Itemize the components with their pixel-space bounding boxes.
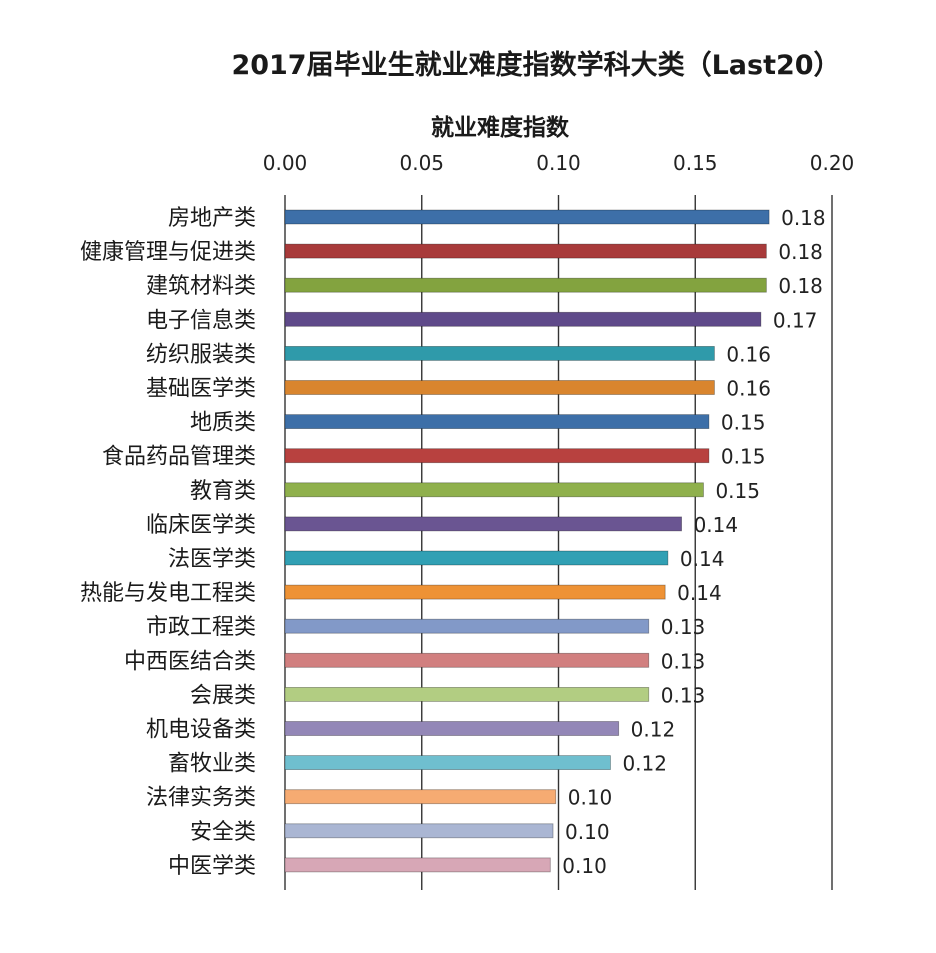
category-label: 地质类 xyxy=(190,411,256,436)
bar xyxy=(284,618,650,634)
category-label: 建筑材料类 xyxy=(146,274,256,299)
x-tick-label: 0.20 xyxy=(810,151,855,175)
bar xyxy=(284,755,611,770)
category-label: 热能与发电工程类 xyxy=(80,581,256,606)
category-label: 基础医学类 xyxy=(146,377,256,402)
value-label: 0.12 xyxy=(622,752,667,776)
value-label: 0.15 xyxy=(721,445,766,469)
value-label: 0.10 xyxy=(562,854,607,878)
value-label: 0.10 xyxy=(568,786,613,810)
category-label: 房地产类 xyxy=(168,206,256,231)
value-label: 0.16 xyxy=(726,377,771,401)
bar xyxy=(284,584,666,600)
bar xyxy=(284,516,682,532)
value-label: 0.14 xyxy=(680,547,725,571)
category-label: 机电设备类 xyxy=(146,718,256,743)
category-label: 畜牧业类 xyxy=(168,752,256,777)
category-label: 法医学类 xyxy=(168,547,256,572)
bar xyxy=(284,823,554,839)
x-axis-title: 就业难度指数 xyxy=(431,114,570,141)
value-label: 0.14 xyxy=(677,581,722,605)
category-label: 健康管理与促进类 xyxy=(80,240,256,265)
bar xyxy=(284,550,669,566)
bar xyxy=(284,380,715,395)
value-labels: 0.180.180.180.170.160.160.150.150.150.14… xyxy=(562,206,825,878)
category-label: 中医学类 xyxy=(168,854,256,879)
value-label: 0.17 xyxy=(773,308,818,332)
bar xyxy=(284,243,767,259)
value-label: 0.18 xyxy=(778,274,823,298)
bars xyxy=(284,209,770,873)
category-label: 会展类 xyxy=(190,683,256,708)
bar xyxy=(284,311,762,327)
value-label: 0.18 xyxy=(781,206,826,230)
bar xyxy=(284,482,704,498)
x-tick-labels: 0.00 0.05 0.10 0.15 0.20 xyxy=(263,151,855,175)
category-label: 临床医学类 xyxy=(146,513,256,538)
category-label: 中西医结合类 xyxy=(124,649,256,674)
category-label: 市政工程类 xyxy=(146,615,256,640)
bar xyxy=(284,277,767,293)
x-tick-label: 0.15 xyxy=(673,151,718,175)
bar xyxy=(284,857,551,873)
value-label: 0.12 xyxy=(631,718,676,742)
value-label: 0.10 xyxy=(565,820,610,844)
bar xyxy=(284,687,650,702)
bar xyxy=(284,789,557,805)
bar xyxy=(284,721,620,736)
category-label: 法律实务类 xyxy=(146,786,256,811)
category-label: 安全类 xyxy=(190,820,256,845)
value-label: 0.13 xyxy=(661,649,706,673)
value-label: 0.15 xyxy=(715,479,760,503)
value-label: 0.15 xyxy=(721,411,766,435)
category-label: 电子信息类 xyxy=(146,308,256,333)
chart-title: 2017届毕业生就业难度指数学科大类（Last20） xyxy=(231,49,840,81)
category-labels: 房地产类健康管理与促进类建筑材料类电子信息类纺织服装类基础医学类地质类食品药品管… xyxy=(80,206,256,879)
x-tick-label: 0.00 xyxy=(263,151,308,175)
value-label: 0.13 xyxy=(661,683,706,707)
category-label: 食品药品管理类 xyxy=(102,445,256,470)
x-tick-label: 0.05 xyxy=(399,151,444,175)
bar xyxy=(284,414,710,430)
value-label: 0.18 xyxy=(778,240,823,264)
bar xyxy=(284,345,715,361)
value-label: 0.13 xyxy=(661,615,706,639)
value-label: 0.14 xyxy=(694,513,739,537)
x-tick-label: 0.10 xyxy=(536,151,581,175)
bar xyxy=(284,652,650,668)
category-label: 纺织服装类 xyxy=(146,342,256,367)
category-label: 教育类 xyxy=(190,479,256,504)
grid-lines xyxy=(284,195,833,890)
bar xyxy=(284,448,710,464)
bar xyxy=(284,209,770,225)
value-label: 0.16 xyxy=(726,342,771,366)
